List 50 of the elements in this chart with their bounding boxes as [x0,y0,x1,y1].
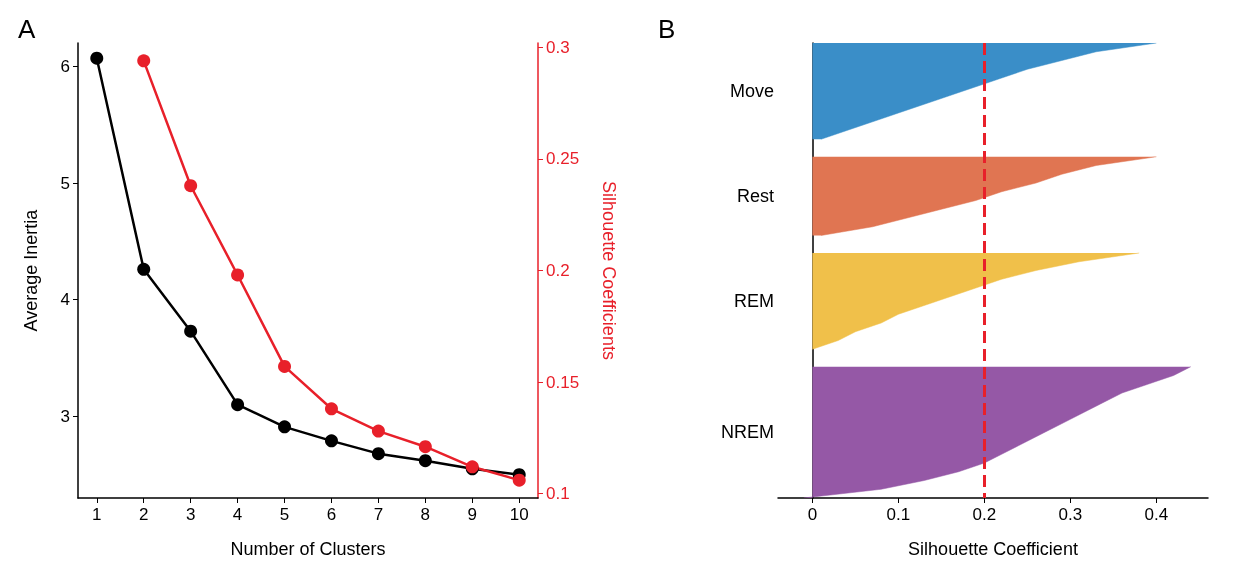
x-tick-label: 7 [373,505,384,524]
x-tick-label: 9 [467,505,478,524]
point [231,398,245,412]
point [512,473,526,487]
y-tick-label: 4 [60,290,70,310]
text: Rest [736,186,774,207]
y-axis-title: Average Inertia [21,208,41,332]
point [137,54,151,68]
x-tick-label: 4 [232,505,243,524]
text: Move [729,81,774,102]
y2-tick-label: 0.25 [546,149,580,169]
x-tick-label: 6 [326,505,337,524]
text: NREM [721,422,774,443]
y-tick-label: 6 [60,56,70,76]
y-tick-label: 3 [60,406,70,426]
y2-axis-title: Silhouette Coefficients [599,181,619,360]
x-tick-label: 5 [279,505,290,524]
x-tick-label: 10 [509,505,529,524]
point [324,402,338,416]
x-tick-label: 0.2 [972,505,997,524]
x-tick-label: 8 [420,505,431,524]
y2-tick-label: 0.3 [546,37,570,57]
x-axis-title: Number of Clusters [230,539,386,559]
point [324,434,338,448]
point [231,268,245,282]
point [184,179,198,193]
x-tick-label: 2 [138,505,149,524]
point [90,51,104,65]
x-tick-label: 0 [807,505,818,524]
x-tick-label: 0.3 [1058,505,1083,524]
x-axis-title: Silhouette Coefficient [908,539,1078,559]
point [184,324,198,338]
x-tick-label: 0.1 [886,505,911,524]
text: A [18,14,36,44]
point [371,447,385,461]
point [418,440,432,454]
point [278,359,292,373]
y2-tick-label: 0.15 [546,372,580,392]
x-tick-label: 3 [185,505,196,524]
text: B [658,14,676,44]
point [418,454,432,468]
y2-tick-label: 0.1 [546,484,570,504]
x-tick-label: 0.4 [1144,505,1169,524]
text: REM [734,291,774,312]
y2-tick-label: 0.2 [546,261,570,280]
y-tick-label: 5 [60,173,70,193]
x-tick-label: 1 [92,505,102,524]
point [371,424,385,438]
point [137,262,151,276]
point [278,420,292,434]
